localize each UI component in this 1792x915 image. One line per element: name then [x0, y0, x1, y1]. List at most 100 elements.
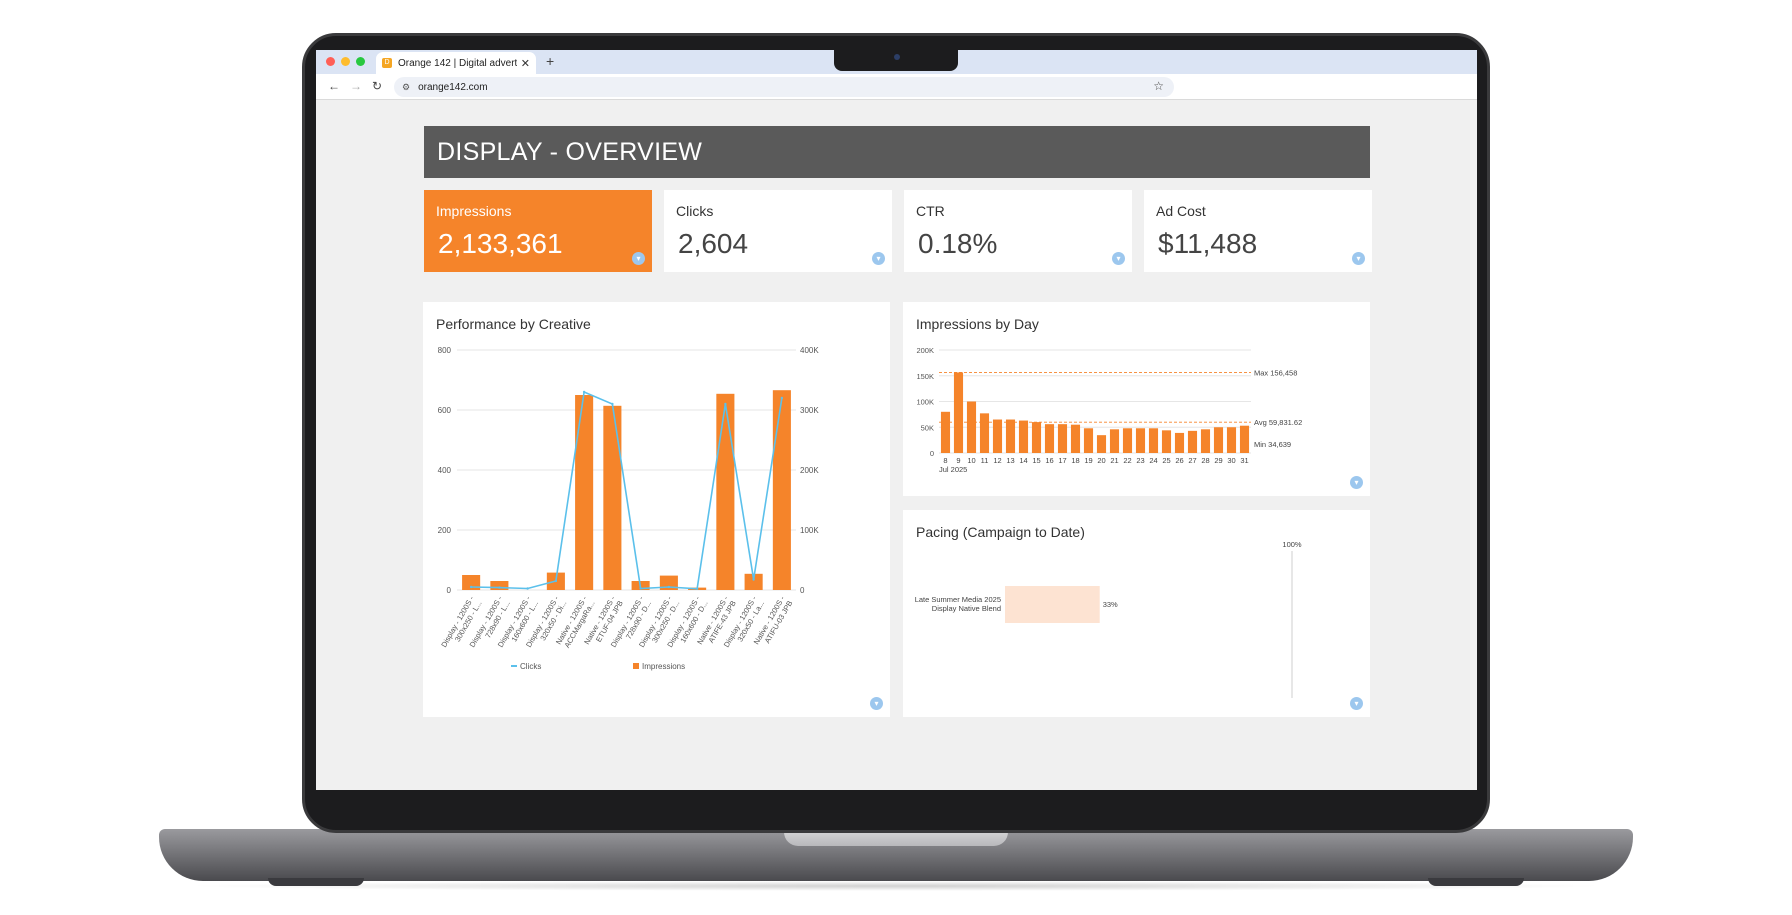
kpi-impressions[interactable]: Impressions 2,133,361 ▾: [424, 190, 652, 272]
kpi-value: 2,133,361: [438, 228, 563, 259]
forward-arrow-icon[interactable]: →: [350, 79, 362, 93]
x-tick-label: 29: [1214, 456, 1222, 465]
impressions-by-day-panel: Impressions by Day 0 50K 100K 150K 200K 8 9 10 1…: [903, 302, 1370, 496]
reference-label: Min 34,639: [1254, 440, 1291, 449]
day-bar: [1044, 424, 1055, 453]
impressions-bar: [716, 393, 735, 590]
reload-icon[interactable]: ↻: [372, 79, 383, 93]
x-tick-label: 18: [1071, 456, 1079, 465]
x-tick-label: 9: [956, 456, 960, 465]
kpi-label: Impressions: [436, 203, 512, 219]
impressions-bar: [659, 575, 678, 590]
pacing-panel: Pacing (Campaign to Date) 100% 33% Late Su…: [903, 510, 1370, 717]
day-bar: [953, 372, 964, 453]
screen: D Orange 142 | Digital advertisi ✕ + ← →…: [316, 50, 1477, 790]
tab-close-icon[interactable]: ✕: [520, 57, 530, 70]
clicks-point: [526, 587, 529, 590]
laptop-foot-right: [1428, 878, 1524, 886]
maximize-window-button[interactable]: [356, 57, 365, 66]
pacing-value-label: 33%: [1103, 600, 1118, 609]
day-bar: [1200, 429, 1211, 453]
clicks-line: [471, 390, 783, 590]
x-tick-label: 10: [967, 456, 975, 465]
target-label: 100%: [1282, 540, 1302, 549]
impressions-bar: [603, 405, 622, 590]
chart-title: Performance by Creative: [436, 316, 591, 332]
kpi-clicks[interactable]: Clicks 2,604 ▾: [664, 190, 892, 272]
day-bar: [1031, 422, 1042, 453]
y-tick-label: 50K: [921, 423, 934, 432]
x-tick-label: 27: [1188, 456, 1196, 465]
y-left-tick-label: 200: [438, 526, 452, 535]
day-bar: [1226, 427, 1237, 453]
filter-icon[interactable]: ▾: [632, 252, 645, 265]
y-right-tick-label: 300K: [800, 406, 819, 415]
filter-icon[interactable]: ▾: [1350, 697, 1363, 710]
y-tick-label: 200K: [916, 346, 934, 355]
day-bar: [940, 411, 951, 453]
back-arrow-icon[interactable]: ←: [328, 79, 340, 93]
y-left-tick-label: 400: [438, 466, 452, 475]
x-tick-label: 20: [1097, 456, 1105, 465]
x-tick-label: 23: [1136, 456, 1144, 465]
x-tick-label: 8: [943, 456, 947, 465]
filter-icon[interactable]: ▾: [870, 697, 883, 710]
legend-impressions-swatch: [633, 663, 639, 669]
url-text: orange142.com: [418, 81, 488, 93]
reference-label: Avg 59,831.62: [1254, 418, 1302, 427]
filter-icon[interactable]: ▾: [1112, 252, 1125, 265]
impressions-bar: [490, 581, 509, 590]
y-left-tick-label: 0: [447, 586, 452, 595]
site-settings-icon[interactable]: ⚙: [402, 81, 411, 92]
x-tick-label: 12: [993, 456, 1001, 465]
category-label-line-2: Display Native Blend: [932, 604, 1001, 613]
y-right-tick-label: 0: [800, 586, 805, 595]
y-right-tick-label: 400K: [800, 346, 819, 355]
clicks-point: [780, 396, 784, 400]
address-bar[interactable]: ⚙ orange142.com ☆: [394, 77, 1174, 97]
impressions-bar: [462, 575, 481, 590]
x-tick-label: 28: [1201, 456, 1209, 465]
kpi-ctr[interactable]: CTR 0.18% ▾: [904, 190, 1132, 272]
filter-icon[interactable]: ▾: [872, 252, 885, 265]
day-bar: [966, 401, 977, 453]
day-bar: [1239, 425, 1250, 453]
x-tick-label: 21: [1110, 456, 1118, 465]
bookmark-star-icon[interactable]: ☆: [1153, 79, 1164, 93]
clicks-point: [752, 578, 755, 581]
chart-title: Impressions by Day: [916, 316, 1039, 332]
x-tick-label: 11: [981, 456, 989, 465]
x-tick-label: 25: [1162, 456, 1170, 465]
y-tick-label: 150K: [916, 372, 934, 381]
day-bar: [1083, 428, 1094, 453]
day-bar: [1018, 420, 1029, 453]
filter-icon[interactable]: ▾: [1350, 476, 1363, 489]
close-window-button[interactable]: [326, 57, 335, 66]
kpi-value: 2,604: [678, 228, 749, 259]
x-tick-label: 22: [1123, 456, 1131, 465]
kpi-label: Clicks: [676, 203, 714, 219]
clicks-point: [582, 390, 586, 394]
kpi-label: CTR: [916, 203, 945, 219]
kpi-ad-cost[interactable]: Ad Cost $11,488 ▾: [1144, 190, 1372, 272]
impressions-bar: [575, 395, 594, 590]
minimize-window-button[interactable]: [341, 57, 350, 66]
laptop-opening-notch: [784, 829, 1008, 846]
clicks-point: [469, 585, 473, 589]
impressions-bar: [772, 390, 791, 590]
clicks-point: [667, 585, 671, 589]
day-bar: [1070, 424, 1081, 453]
clicks-point: [554, 579, 558, 583]
browser-tab[interactable]: D Orange 142 | Digital advertisi ✕: [376, 52, 536, 74]
day-bar: [1148, 428, 1159, 453]
day-bar: [1057, 424, 1068, 453]
new-tab-button[interactable]: +: [546, 53, 555, 69]
legend-impressions-label: Impressions: [642, 662, 685, 671]
x-group-label: Jul 2025: [939, 465, 967, 474]
y-left-tick-label: 800: [438, 346, 452, 355]
y-left-tick-label: 600: [438, 406, 452, 415]
x-tick-label: 16: [1045, 456, 1053, 465]
filter-icon[interactable]: ▾: [1352, 252, 1365, 265]
x-tick-label: 13: [1006, 456, 1014, 465]
